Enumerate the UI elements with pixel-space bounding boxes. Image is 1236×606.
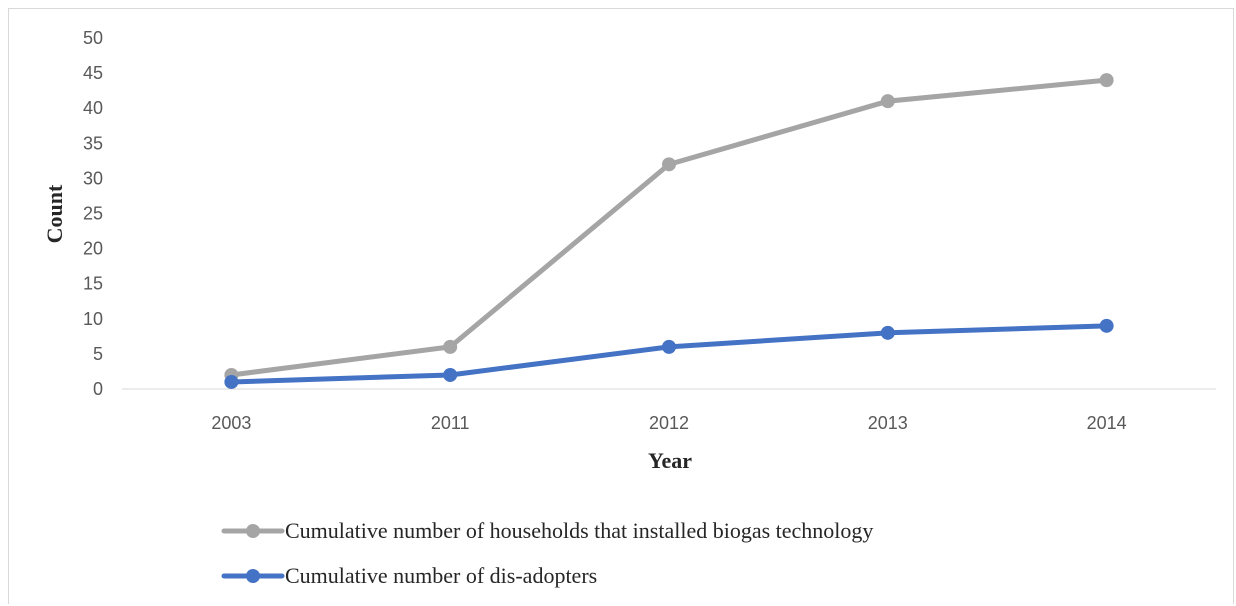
x-tick-label: 2011 bbox=[431, 413, 470, 433]
legend-item: Cumulative number of households that ins… bbox=[221, 518, 873, 543]
y-tick-label: 15 bbox=[83, 274, 103, 294]
data-point bbox=[880, 94, 895, 109]
y-axis-title: Count bbox=[42, 184, 67, 243]
series-2 bbox=[224, 318, 1114, 389]
series-line bbox=[228, 323, 1110, 385]
chart-frame bbox=[8, 8, 1234, 604]
data-point bbox=[443, 367, 458, 382]
y-tick-label: 5 bbox=[93, 344, 103, 364]
legend-label: Cumulative number of households that ins… bbox=[285, 518, 873, 543]
x-tick-label: 2012 bbox=[649, 413, 689, 433]
data-point bbox=[880, 325, 895, 340]
legend-marker bbox=[246, 569, 260, 583]
y-axis-ticks: 0 5 10 15 20 25 30 35 40 45 50 bbox=[83, 28, 103, 399]
data-point bbox=[224, 374, 239, 389]
legend: Cumulative number of households that ins… bbox=[221, 518, 873, 588]
legend-marker bbox=[246, 524, 260, 538]
data-point bbox=[1099, 73, 1114, 88]
data-point bbox=[662, 339, 676, 354]
y-tick-label: 45 bbox=[83, 63, 103, 83]
data-point bbox=[662, 157, 676, 172]
data-point bbox=[1099, 318, 1114, 333]
y-tick-label: 50 bbox=[83, 28, 103, 48]
data-point bbox=[443, 339, 458, 354]
x-axis-title: Year bbox=[648, 448, 692, 473]
x-axis-ticks: 2003 2011 2012 2013 2014 bbox=[211, 413, 1126, 433]
series-1 bbox=[224, 73, 1114, 382]
y-tick-label: 40 bbox=[83, 98, 103, 118]
series-layer bbox=[224, 73, 1114, 389]
y-tick-label: 20 bbox=[83, 239, 103, 259]
x-tick-label: 2013 bbox=[868, 413, 908, 433]
y-tick-label: 30 bbox=[83, 168, 103, 188]
x-tick-label: 2003 bbox=[211, 413, 251, 433]
y-tick-label: 0 bbox=[93, 379, 103, 399]
y-tick-label: 35 bbox=[83, 133, 103, 153]
legend-label: Cumulative number of dis-adopters bbox=[285, 563, 597, 588]
y-tick-label: 10 bbox=[83, 309, 103, 329]
legend-item: Cumulative number of dis-adopters bbox=[221, 563, 597, 588]
x-tick-label: 2014 bbox=[1087, 413, 1127, 433]
y-tick-label: 25 bbox=[83, 204, 103, 224]
